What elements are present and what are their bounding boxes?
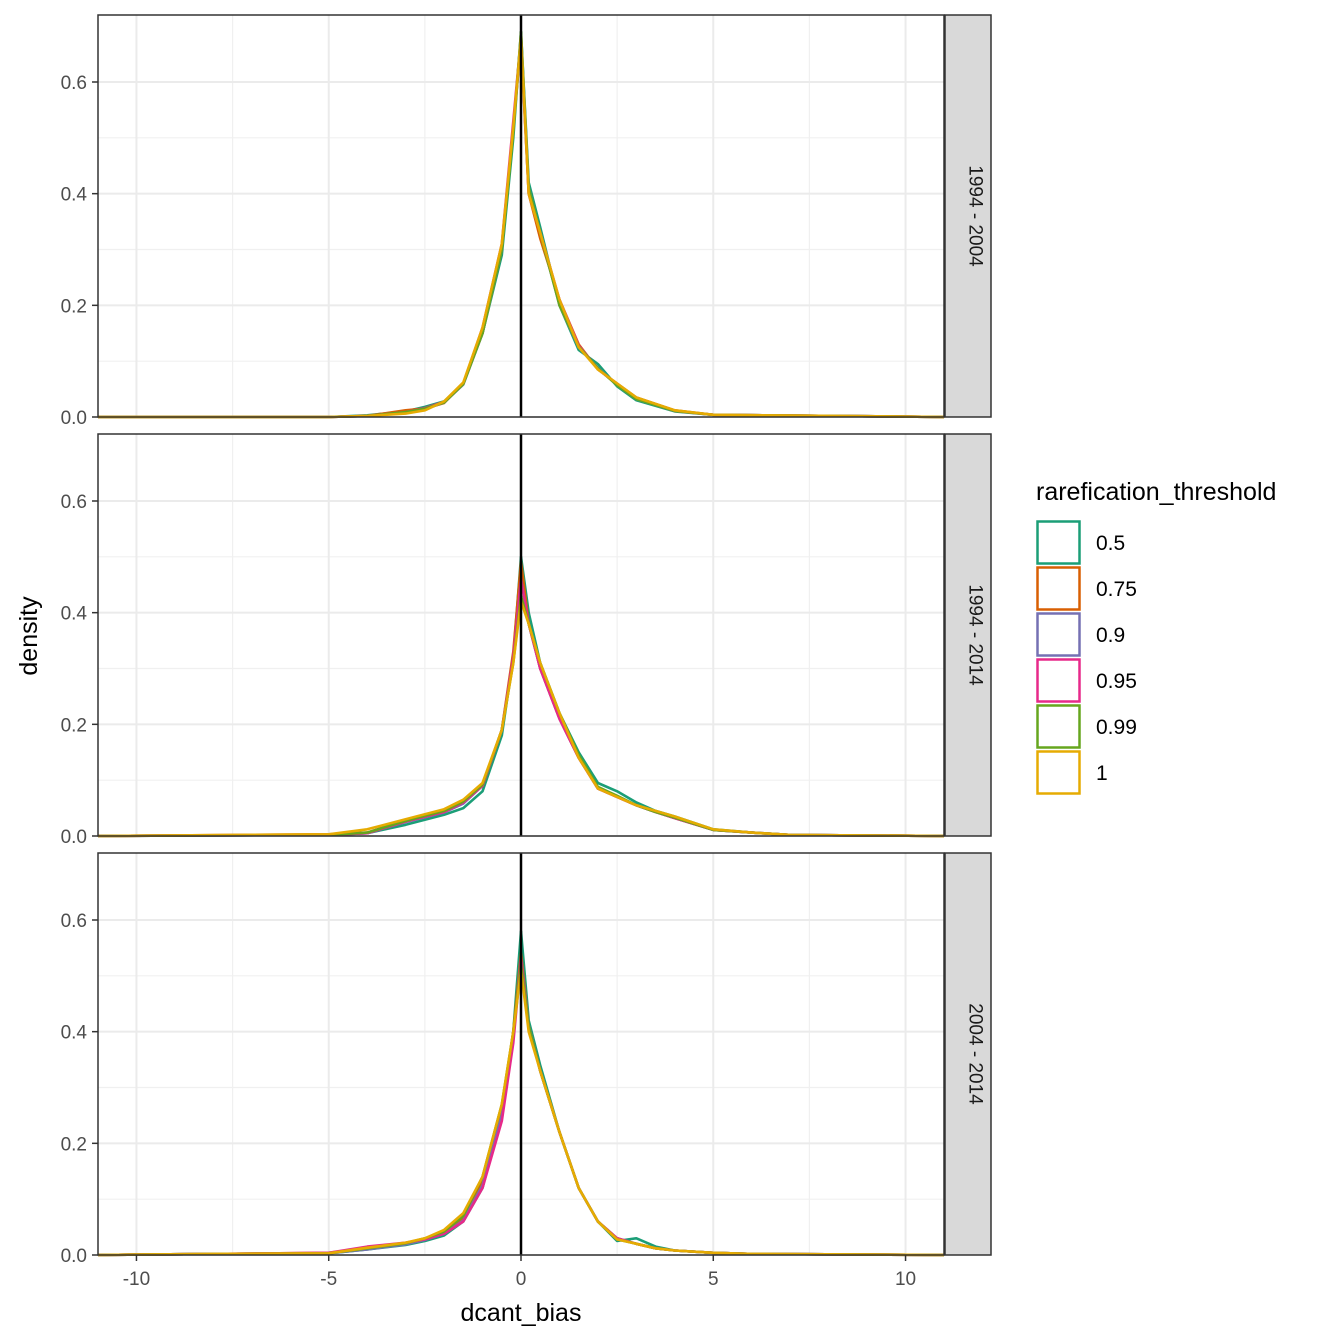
legend-label: 0.5 xyxy=(1096,532,1125,555)
legend-label: 0.75 xyxy=(1096,578,1137,601)
x-tick-label: 10 xyxy=(895,1269,916,1290)
y-tick-label: 0.4 xyxy=(61,604,88,625)
panel-border xyxy=(97,14,945,418)
legend-key xyxy=(1036,520,1081,565)
x-tick-label: 5 xyxy=(708,1269,719,1290)
facet-strip xyxy=(944,14,992,418)
legend-item: 0.5 xyxy=(1036,520,1125,565)
x-tick-label: 0 xyxy=(516,1269,527,1290)
legend-item: 0.99 xyxy=(1036,704,1137,749)
panel-border xyxy=(97,433,945,837)
density-line-1 xyxy=(97,600,945,838)
panel-2: 0.0 0.2 0.4 0.6 1994 - 2014 xyxy=(61,433,992,848)
y-tick-label: 0.2 xyxy=(61,296,87,317)
y-tick-label: 0.0 xyxy=(61,827,87,848)
legend-item: 0.9 xyxy=(1036,612,1125,657)
legend-key xyxy=(1036,566,1081,611)
facet-strip xyxy=(944,852,992,1256)
x-tick-label: -10 xyxy=(123,1269,150,1290)
y-tick-label: 0.6 xyxy=(61,73,87,94)
legend-title: rarefication_threshold xyxy=(1036,478,1276,506)
y-tick-label: 0.0 xyxy=(61,1246,87,1267)
density-line-1 xyxy=(97,969,945,1257)
panels-layer: 0.0 0.2 0.4 0.6 1994 - 2004 0.0 0.2 0.4 0.6 1994 … xyxy=(61,14,992,1267)
y-tick-label: 0.2 xyxy=(61,715,87,736)
legend: rarefication_threshold 0.5 0.75 0.9 0.95 0.9… xyxy=(1036,478,1276,795)
x-axis: -10 -5 0 5 10 xyxy=(123,1255,916,1290)
y-tick-label: 0.0 xyxy=(61,408,87,429)
legend-key xyxy=(1036,704,1081,749)
y-tick-label: 0.6 xyxy=(61,492,87,513)
panel-1: 0.0 0.2 0.4 0.6 1994 - 2004 xyxy=(61,14,992,429)
y-tick-label: 0.4 xyxy=(61,185,88,206)
legend-key xyxy=(1036,612,1081,657)
legend-item: 1 xyxy=(1036,750,1108,795)
legend-key xyxy=(1036,658,1081,703)
y-axis-title: density xyxy=(15,596,43,676)
panel-3: 0.0 0.2 0.4 0.6 2004 - 2014 xyxy=(61,852,992,1267)
facet-strip xyxy=(944,433,992,837)
x-axis-title: dcant_bias xyxy=(461,1299,582,1327)
y-tick-label: 0.2 xyxy=(61,1134,87,1155)
y-tick-label: 0.4 xyxy=(61,1023,88,1044)
y-tick-label: 0.6 xyxy=(61,911,87,932)
x-tick-label: -5 xyxy=(320,1269,337,1290)
facet-strip-label: 2004 - 2014 xyxy=(965,1003,986,1105)
legend-label: 0.95 xyxy=(1096,670,1137,693)
legend-key xyxy=(1036,750,1081,795)
legend-item: 0.75 xyxy=(1036,566,1137,611)
facet-strip-label: 1994 - 2004 xyxy=(965,165,986,267)
legend-label: 0.9 xyxy=(1096,624,1125,647)
legend-label: 0.99 xyxy=(1096,716,1137,739)
legend-item: 0.95 xyxy=(1036,658,1137,703)
facet-strip-label: 1994 - 2014 xyxy=(965,584,986,686)
legend-label: 1 xyxy=(1096,762,1108,785)
